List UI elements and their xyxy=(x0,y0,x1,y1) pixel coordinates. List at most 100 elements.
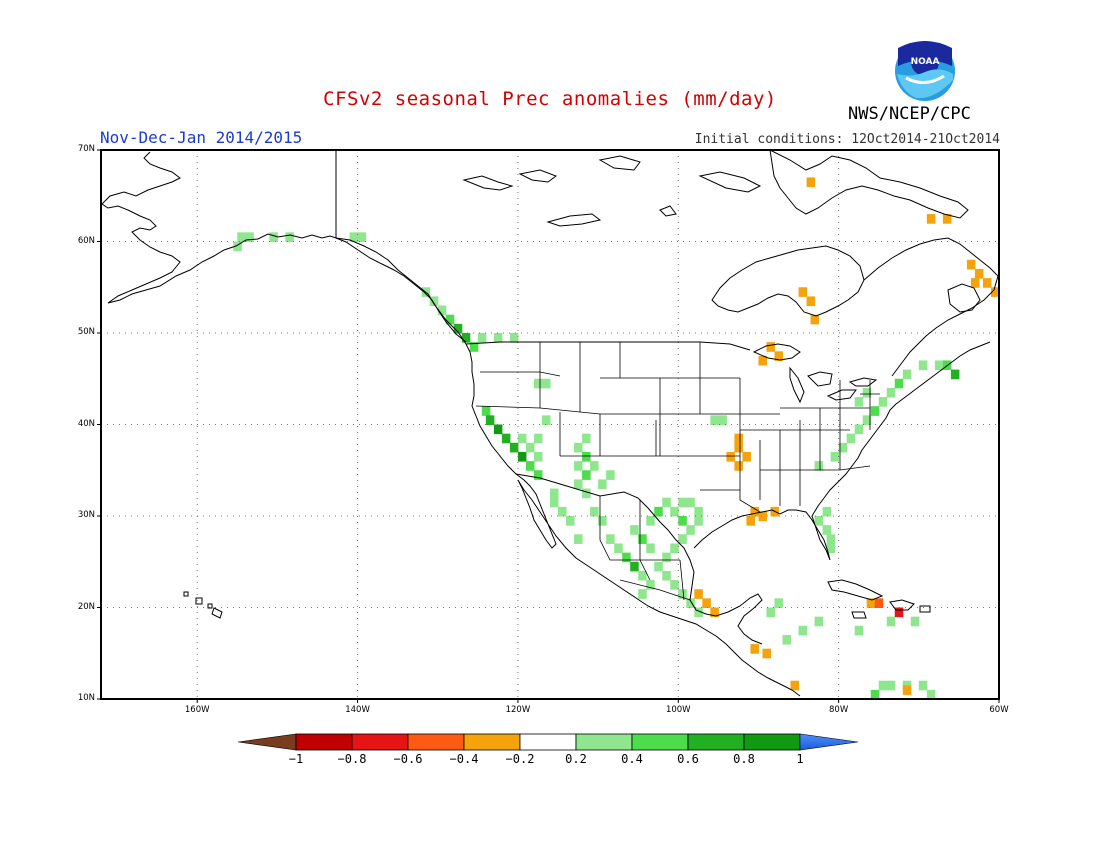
anomaly-cell-wet_light xyxy=(686,525,695,535)
anomaly-cell-dry_light xyxy=(774,351,784,361)
colorbar-segment xyxy=(407,733,465,751)
anomaly-cell-dry_light xyxy=(806,296,816,307)
anomaly-cells-layer xyxy=(233,177,999,699)
lat-label: 30N xyxy=(77,510,95,520)
anomaly-cell-dry_light xyxy=(806,177,816,188)
colorbar-segment xyxy=(575,733,633,751)
anomaly-cell-wet_light xyxy=(694,506,703,517)
colorbar-label: −0.2 xyxy=(505,752,535,766)
anomaly-cell-wet_light xyxy=(269,232,278,242)
anomaly-cell-wet_light xyxy=(926,689,936,699)
anomaly-cell-wet_light xyxy=(886,387,896,398)
anomaly-cell-wet_light xyxy=(686,598,695,608)
chart-title: CFSv2 seasonal Prec anomalies (mm/day) xyxy=(0,88,1100,110)
anomaly-cell-dry_medium xyxy=(874,598,884,608)
anomaly-cell-wet_light xyxy=(429,296,439,307)
border-alaska-canada xyxy=(335,150,467,343)
anomaly-cell-wet_light xyxy=(525,442,535,453)
colorbar-label: 0.4 xyxy=(621,752,643,766)
colorbar-segment xyxy=(351,733,409,751)
anomaly-cell-wet_light xyxy=(646,543,655,554)
anomaly-cell-wet_light xyxy=(638,570,647,581)
anomaly-cell-wet_medium xyxy=(481,406,491,416)
anomaly-cell-wet_light xyxy=(662,552,671,563)
anomaly-cell-wet_light xyxy=(678,497,687,508)
anomaly-cell-wet_light xyxy=(878,680,888,691)
anomaly-cell-wet_light xyxy=(838,442,848,453)
anomaly-cell-wet_light xyxy=(541,378,551,389)
anomaly-cell-dry_light xyxy=(734,442,743,453)
anomaly-cell-dry_light xyxy=(766,342,775,352)
border-us-mexico xyxy=(515,473,661,523)
coastlines-and-borders xyxy=(101,150,999,697)
lon-label: 140W xyxy=(345,705,370,715)
anomaly-cell-wet_light xyxy=(854,424,864,435)
anomaly-cell-wet_light xyxy=(814,461,824,471)
colorbar-segment xyxy=(463,733,521,751)
anomaly-cell-wet_light xyxy=(670,543,679,554)
anomaly-cell-dry_light xyxy=(762,648,771,659)
anomaly-cell-wet_medium xyxy=(582,470,591,480)
anomaly-cell-wet_light xyxy=(718,415,727,425)
anomaly-cell-wet_light xyxy=(774,598,784,608)
anomaly-cell-wet_light xyxy=(349,232,359,242)
colorbar-label: 1 xyxy=(796,752,804,766)
anomaly-cell-wet_light xyxy=(826,534,836,544)
anomaly-cell-wet_light xyxy=(533,378,543,389)
anomaly-cell-wet_light xyxy=(646,580,655,590)
state-borders xyxy=(475,342,880,513)
anomaly-cell-dry_light xyxy=(790,680,800,691)
anomaly-cell-wet_light xyxy=(566,516,575,526)
anomaly-cell-dry_light xyxy=(702,598,711,608)
anomaly-cell-wet_light xyxy=(533,451,543,462)
lon-label: 60W xyxy=(989,705,1009,715)
anomaly-cell-dry_light xyxy=(902,685,912,695)
anomaly-cell-dry_light xyxy=(966,259,976,270)
anomaly-cell-wet_light xyxy=(614,543,623,554)
initial-conditions-label: Initial conditions: 12Oct2014-21Oct2014 xyxy=(694,132,1000,147)
anomaly-cell-wet_light xyxy=(846,433,856,444)
title-text: CFSv2 seasonal Prec anomalies (mm/day) xyxy=(323,88,777,110)
anomaly-cell-wet_light xyxy=(638,589,647,599)
colorbar-label: −1 xyxy=(288,752,304,766)
anomaly-cell-wet_light xyxy=(517,433,527,444)
anomaly-cell-wet_light xyxy=(814,616,824,627)
anomaly-cell-wet_light xyxy=(533,433,543,444)
anomaly-cell-dry_light xyxy=(758,355,767,366)
anomaly-cell-dry_light xyxy=(758,511,767,522)
anomaly-cell-wet_light xyxy=(710,415,719,425)
anomaly-cell-wet_light xyxy=(670,506,679,517)
coastline-gulf xyxy=(659,521,763,645)
colorbar-segment xyxy=(631,733,689,751)
anomaly-cell-wet_medium xyxy=(654,506,663,517)
anomaly-cell-dry_light xyxy=(970,278,980,288)
anomaly-cell-wet_light xyxy=(437,305,447,316)
anomaly-cell-wet_light xyxy=(902,369,912,380)
mexico-borders xyxy=(599,496,691,601)
anomaly-cell-wet_light xyxy=(357,232,367,242)
anomaly-cell-wet_light xyxy=(233,241,242,252)
anomaly-cell-wet_light xyxy=(918,680,928,691)
colorbar-label: 0.8 xyxy=(733,752,755,766)
anomaly-cell-wet_light xyxy=(694,607,703,618)
anomaly-cell-wet_light xyxy=(662,570,671,581)
anomaly-cell-wet_light xyxy=(646,516,655,526)
anomaly-cell-dry_light xyxy=(974,268,984,279)
coastline-labrador xyxy=(863,237,999,377)
anomaly-cell-wet_medium xyxy=(469,342,479,352)
anomaly-cell-dry_light xyxy=(798,287,808,297)
anomaly-cell-dry_light xyxy=(810,314,820,325)
anomaly-cell-wet_light xyxy=(886,616,896,627)
anomaly-cell-wet_light xyxy=(550,497,559,508)
hawaii xyxy=(183,591,223,619)
anomaly-cell-wet_strong xyxy=(630,561,639,572)
lat-label: 10N xyxy=(77,693,95,703)
anomaly-cell-dry_light xyxy=(866,598,876,608)
anomaly-cell-dry_light xyxy=(694,589,703,599)
anomaly-cell-wet_light xyxy=(590,506,599,517)
anomaly-cell-wet_light xyxy=(245,232,254,242)
anomaly-cell-dry_light xyxy=(746,516,755,526)
lat-label: 60N xyxy=(77,235,95,246)
anomaly-cell-wet_stronger xyxy=(517,451,527,462)
